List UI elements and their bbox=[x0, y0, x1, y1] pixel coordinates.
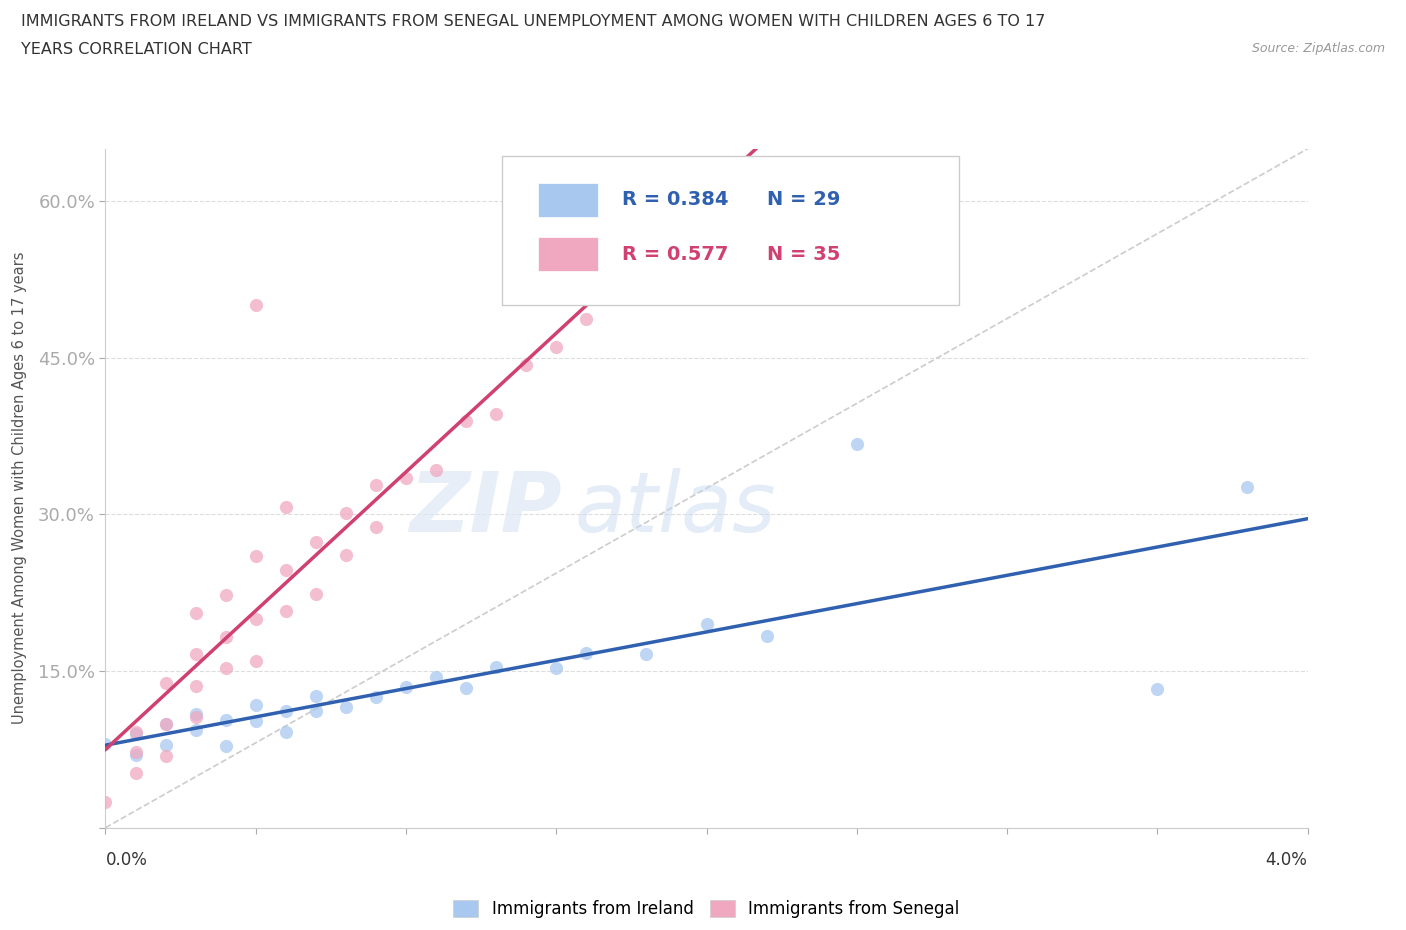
Point bbox=[155, 675, 177, 690]
Point bbox=[395, 679, 418, 694]
Point bbox=[124, 766, 146, 781]
Text: 0.0%: 0.0% bbox=[105, 851, 148, 870]
Point bbox=[245, 298, 267, 312]
Point bbox=[214, 588, 236, 603]
Point bbox=[364, 520, 387, 535]
Point bbox=[335, 506, 357, 521]
Point bbox=[364, 689, 387, 704]
Point bbox=[575, 645, 598, 660]
Point bbox=[274, 703, 297, 718]
Point bbox=[305, 704, 328, 719]
Point bbox=[1146, 682, 1168, 697]
Text: N = 35: N = 35 bbox=[766, 245, 839, 263]
Text: 4.0%: 4.0% bbox=[1265, 851, 1308, 870]
Point bbox=[94, 794, 117, 809]
Point bbox=[546, 661, 568, 676]
Point bbox=[184, 723, 207, 737]
Point bbox=[305, 586, 328, 601]
Point bbox=[485, 406, 508, 421]
Point bbox=[395, 471, 418, 485]
Point bbox=[155, 737, 177, 752]
Point bbox=[184, 707, 207, 722]
Point bbox=[696, 617, 718, 631]
Point bbox=[245, 698, 267, 712]
Point bbox=[335, 699, 357, 714]
Point bbox=[245, 611, 267, 626]
Point bbox=[274, 499, 297, 514]
Point bbox=[155, 717, 177, 732]
Point bbox=[184, 678, 207, 693]
Text: R = 0.577: R = 0.577 bbox=[623, 245, 728, 263]
Point bbox=[155, 717, 177, 732]
Text: ZIP: ZIP bbox=[409, 468, 562, 549]
Point bbox=[636, 647, 658, 662]
Point bbox=[124, 726, 146, 741]
Point bbox=[155, 749, 177, 764]
Text: N = 29: N = 29 bbox=[766, 191, 839, 209]
Point bbox=[425, 670, 447, 684]
Point bbox=[124, 748, 146, 763]
Point bbox=[245, 653, 267, 668]
Point bbox=[274, 604, 297, 619]
Point bbox=[214, 660, 236, 675]
Point bbox=[124, 724, 146, 739]
Bar bbox=[538, 237, 599, 271]
Point bbox=[575, 312, 598, 326]
Point bbox=[546, 339, 568, 354]
Point bbox=[454, 414, 477, 429]
Text: atlas: atlas bbox=[574, 468, 776, 549]
Point bbox=[605, 273, 627, 288]
Text: R = 0.384: R = 0.384 bbox=[623, 191, 728, 209]
Point bbox=[245, 713, 267, 728]
Point bbox=[214, 738, 236, 753]
Point bbox=[274, 724, 297, 739]
Point bbox=[94, 737, 117, 751]
Point bbox=[845, 436, 868, 451]
Point bbox=[305, 534, 328, 549]
Text: YEARS CORRELATION CHART: YEARS CORRELATION CHART bbox=[21, 42, 252, 57]
Point bbox=[274, 563, 297, 578]
Point bbox=[214, 712, 236, 727]
Point bbox=[184, 647, 207, 662]
Legend: Immigrants from Ireland, Immigrants from Senegal: Immigrants from Ireland, Immigrants from… bbox=[447, 893, 966, 924]
Point bbox=[335, 548, 357, 563]
FancyBboxPatch shape bbox=[502, 155, 959, 305]
Point bbox=[485, 660, 508, 675]
Text: IMMIGRANTS FROM IRELAND VS IMMIGRANTS FROM SENEGAL UNEMPLOYMENT AMONG WOMEN WITH: IMMIGRANTS FROM IRELAND VS IMMIGRANTS FR… bbox=[21, 14, 1046, 29]
Text: Source: ZipAtlas.com: Source: ZipAtlas.com bbox=[1251, 42, 1385, 55]
Point bbox=[245, 549, 267, 564]
Bar bbox=[538, 183, 599, 217]
Point bbox=[214, 629, 236, 644]
Point bbox=[515, 357, 537, 372]
Point bbox=[124, 745, 146, 760]
Point bbox=[184, 710, 207, 724]
Point bbox=[305, 688, 328, 703]
Point bbox=[454, 681, 477, 696]
Point bbox=[184, 605, 207, 620]
Point bbox=[425, 463, 447, 478]
Point bbox=[364, 478, 387, 493]
Point bbox=[1236, 480, 1258, 495]
Point bbox=[755, 628, 778, 643]
Y-axis label: Unemployment Among Women with Children Ages 6 to 17 years: Unemployment Among Women with Children A… bbox=[11, 252, 27, 724]
